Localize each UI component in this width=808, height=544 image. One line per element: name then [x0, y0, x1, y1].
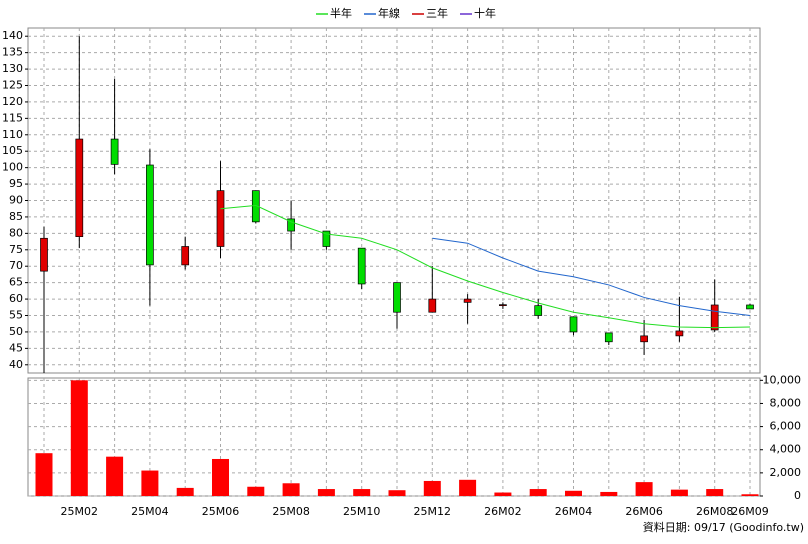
volume-bar — [670, 489, 688, 496]
candle-body — [287, 218, 295, 232]
ma-line — [432, 237, 751, 316]
x-tick-label: 25M10 — [343, 505, 381, 518]
y2-tick-label: 2,000 — [770, 466, 802, 479]
y2-tick-label: 8,000 — [770, 396, 802, 409]
x-tick-label: 26M09 — [731, 505, 769, 518]
candle-body — [40, 237, 48, 272]
x-tick-label: 25M12 — [414, 505, 452, 518]
volume-bar — [70, 380, 88, 496]
volume-bar — [459, 479, 477, 496]
candle-body — [534, 305, 543, 316]
volume-bar — [282, 483, 300, 496]
volume-bar — [106, 456, 124, 496]
x-tick-label: 25M06 — [202, 505, 240, 518]
volume-bar — [706, 489, 724, 496]
y-tick-label: 120 — [2, 95, 23, 108]
x-tick-label: 26M02 — [484, 505, 522, 518]
volume-panel — [27, 377, 761, 497]
y-tick-label: 140 — [2, 29, 23, 42]
y2-tick-label: 6,000 — [770, 420, 802, 433]
y2-tick-label: 4,000 — [770, 443, 802, 456]
y-tick-label: 105 — [2, 144, 23, 157]
candle-body — [746, 304, 754, 310]
y-tick-label: 135 — [2, 46, 23, 59]
x-tick-label: 26M04 — [555, 505, 593, 518]
y2-tick-label: 10,000 — [763, 373, 802, 386]
volume-bar — [35, 453, 53, 496]
candle-body — [569, 316, 578, 333]
volume-bar — [635, 482, 653, 496]
y-tick-label: 75 — [9, 243, 23, 256]
y-tick-label: 80 — [9, 226, 23, 239]
candle-body — [675, 330, 684, 337]
y-tick-label: 70 — [9, 259, 23, 272]
legend-label: 年線 — [378, 6, 400, 20]
candle-body — [640, 335, 648, 343]
candle-body — [75, 138, 84, 237]
y2-tick-label: 0 — [794, 489, 801, 502]
volume-bar — [317, 489, 335, 496]
volume-bar — [247, 486, 265, 496]
ma-line — [220, 204, 751, 329]
y-tick-label: 125 — [2, 79, 23, 92]
candle-body — [463, 298, 472, 303]
volume-bar — [212, 458, 229, 496]
volume-bar — [353, 489, 371, 496]
x-tick-label: 26M08 — [696, 505, 734, 518]
volume-bar — [423, 480, 441, 496]
y-tick-label: 60 — [9, 292, 23, 305]
volume-bar — [388, 490, 406, 496]
y-tick-label: 115 — [2, 111, 23, 124]
candle-body — [499, 304, 507, 307]
footer: 資料日期: 09/17 (Goodinfo.tw) — [643, 520, 804, 534]
y-tick-label: 65 — [9, 276, 23, 289]
volume-bar — [176, 487, 194, 496]
y-tick-label: 55 — [9, 309, 23, 322]
x-tick-label: 25M04 — [131, 505, 169, 518]
candle-body — [322, 230, 331, 247]
y-tick-label: 50 — [9, 325, 23, 338]
y-tick-label: 90 — [9, 194, 23, 207]
x-tick-label: 25M02 — [61, 505, 99, 518]
candle-body — [428, 298, 437, 313]
volume-bar — [600, 491, 618, 496]
volume-bar — [565, 490, 582, 496]
legend-label: 三年 — [426, 6, 448, 20]
volume-bar — [741, 494, 759, 496]
candle-body — [604, 332, 613, 343]
x-tick-label: 25M08 — [272, 505, 310, 518]
candle-body — [216, 190, 225, 247]
legend-label: 十年 — [474, 6, 496, 20]
x-tick-label: 26M06 — [625, 505, 663, 518]
y-tick-label: 85 — [9, 210, 23, 223]
y-tick-label: 45 — [9, 341, 23, 354]
volume-bar — [494, 492, 512, 496]
y-tick-label: 40 — [9, 358, 23, 371]
y-tick-label: 95 — [9, 177, 23, 190]
candle-body — [393, 282, 401, 313]
volume-bar — [529, 489, 547, 496]
candle-body — [110, 138, 119, 165]
candle-body — [181, 246, 190, 266]
candle-body — [357, 247, 366, 285]
y-tick-label: 130 — [2, 62, 23, 75]
y-tick-label: 110 — [2, 128, 23, 141]
legend-label: 半年 — [330, 6, 352, 20]
volume-bar — [141, 470, 159, 496]
candle-body — [146, 164, 154, 266]
candle-body — [710, 304, 719, 331]
y-tick-label: 100 — [2, 161, 23, 174]
